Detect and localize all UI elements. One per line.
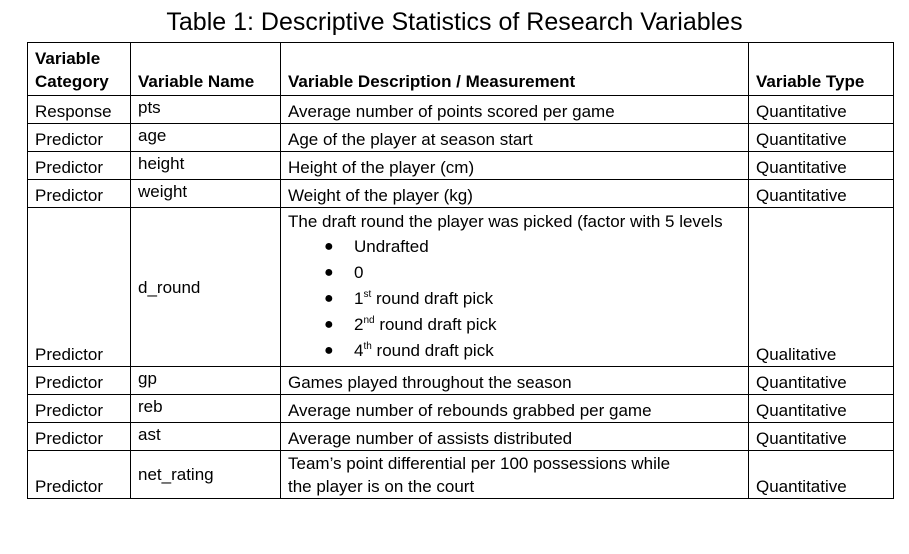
cell-description: Average number of rebounds grabbed per g… [280, 394, 749, 423]
cell-type: Quantitative [748, 95, 894, 124]
cell-name: height [130, 151, 281, 180]
table-row: Predictor weight Weight of the player (k… [27, 179, 894, 208]
cell-description: Age of the player at season start [280, 123, 749, 152]
cell-type: Quantitative [748, 394, 894, 423]
d-round-levels-list: ● Undrafted ● 0 ● 1st round draft pick ● 2nd… [288, 234, 748, 364]
cell-name: weight [130, 179, 281, 208]
bullet-icon: ● [324, 342, 334, 359]
cell-category: Predictor [27, 394, 131, 423]
cell-description: Team’s point differential per 100 posses… [280, 450, 749, 499]
header-variable-name: Variable Name [130, 42, 281, 96]
cell-description: Average number of assists distributed [280, 422, 749, 451]
cell-type: Quantitative [748, 366, 894, 395]
header-variable-type: Variable Type [748, 42, 894, 96]
cell-description: The draft round the player was picked (f… [280, 207, 749, 367]
cell-category: Predictor [27, 151, 131, 180]
table-row: Predictor net_rating Team’s point differ… [27, 450, 894, 499]
cell-type: Quantitative [748, 450, 894, 499]
header-category-line1: Variable [35, 49, 101, 68]
cell-name: ast [130, 422, 281, 451]
table-title: Table 1: Descriptive Statistics of Resea… [166, 8, 743, 36]
table-row: Predictor height Height of the player (c… [27, 151, 894, 180]
cell-category: Predictor [27, 207, 131, 367]
list-item: ● 1st round draft pick [324, 286, 748, 312]
header-row: Variable Category Variable Name Variable… [27, 42, 894, 96]
cell-category: Predictor [27, 366, 131, 395]
cell-category: Predictor [27, 450, 131, 499]
cell-type: Quantitative [748, 179, 894, 208]
table-row: Predictor ast Average number of assists … [27, 422, 894, 451]
list-item: ● 4th round draft pick [324, 338, 748, 364]
d-round-description: The draft round the player was picked (f… [288, 212, 723, 231]
table-row: Predictor age Age of the player at seaso… [27, 123, 894, 152]
cell-type: Quantitative [748, 422, 894, 451]
bullet-icon: ● [324, 238, 334, 255]
list-item: ● 0 [324, 260, 748, 286]
bullet-icon: ● [324, 316, 334, 333]
bullet-icon: ● [324, 264, 334, 281]
bullet-icon: ● [324, 290, 334, 307]
description-line2: the player is on the court [288, 477, 475, 496]
cell-description: Weight of the player (kg) [280, 179, 749, 208]
cell-name: d_round [130, 207, 281, 367]
cell-type: Qualitative [748, 207, 894, 367]
cell-type: Quantitative [748, 123, 894, 152]
statistics-table: Variable Category Variable Name Variable… [27, 42, 894, 499]
description-line1: Team’s point differential per 100 posses… [288, 454, 671, 473]
cell-name: pts [130, 95, 281, 124]
cell-description: Average number of points scored per game [280, 95, 749, 124]
cell-category: Response [27, 95, 131, 124]
header-category-line2: Category [35, 72, 109, 91]
header-variable-description: Variable Description / Measurement [280, 42, 749, 96]
table-row-d-round: Predictor d_round The draft round the pl… [27, 207, 894, 367]
cell-category: Predictor [27, 123, 131, 152]
cell-category: Predictor [27, 422, 131, 451]
cell-name: age [130, 123, 281, 152]
table-row: Predictor gp Games played throughout the… [27, 366, 894, 395]
cell-category: Predictor [27, 179, 131, 208]
cell-name: reb [130, 394, 281, 423]
table-row: Predictor reb Average number of rebounds… [27, 394, 894, 423]
list-item: ● Undrafted [324, 234, 748, 260]
cell-name: gp [130, 366, 281, 395]
cell-description: Height of the player (cm) [280, 151, 749, 180]
cell-type: Quantitative [748, 151, 894, 180]
cell-name: net_rating [130, 450, 281, 499]
list-item: ● 2nd round draft pick [324, 312, 748, 338]
table-row: Response pts Average number of points sc… [27, 95, 894, 124]
header-variable-category: Variable Category [27, 42, 131, 96]
cell-description: Games played throughout the season [280, 366, 749, 395]
